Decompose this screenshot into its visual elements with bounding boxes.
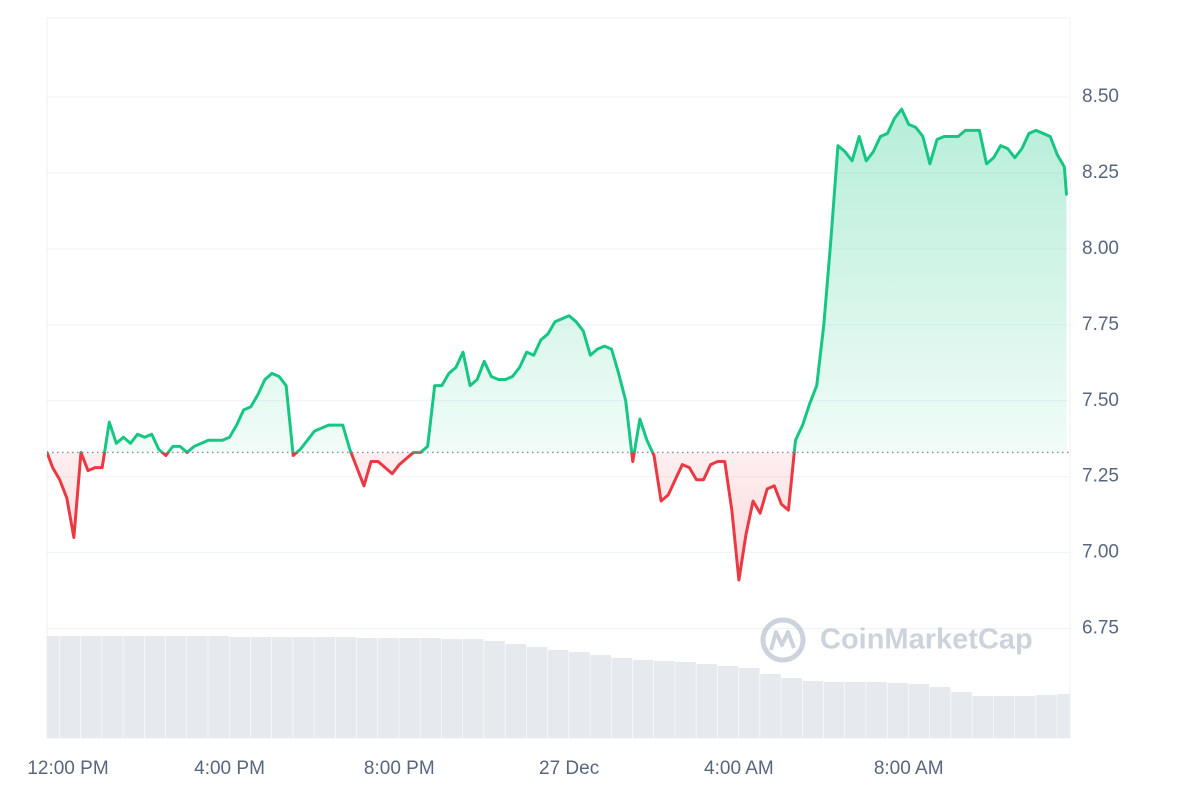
volume-bar xyxy=(462,639,484,738)
volume-bar xyxy=(505,644,527,738)
volume-bar xyxy=(611,658,633,738)
plot-layer xyxy=(47,107,1070,582)
volume-layer xyxy=(47,636,1070,738)
volume-bar xyxy=(123,636,145,738)
watermark-text: CoinMarketCap xyxy=(820,624,1033,656)
x-tick-label: 12:00 PM xyxy=(27,758,108,779)
volume-bar xyxy=(569,652,590,738)
watermark-logo xyxy=(760,617,806,663)
volume-bar xyxy=(1036,695,1057,738)
y-tick-label: 7.50 xyxy=(1082,390,1119,411)
volume-bar xyxy=(208,636,229,738)
volume-bar xyxy=(484,641,505,738)
volume-bar xyxy=(590,655,611,738)
price-line xyxy=(47,107,1068,582)
volume-bar xyxy=(802,681,824,738)
volume-bar xyxy=(717,666,739,738)
volume-bar xyxy=(887,683,909,738)
volume-bar xyxy=(1057,694,1070,738)
volume-bar xyxy=(187,636,208,738)
volume-bar xyxy=(293,637,314,738)
volume-bar xyxy=(760,674,781,738)
x-tick-label: 4:00 AM xyxy=(704,758,774,779)
volume-bar xyxy=(314,637,336,738)
volume-bar xyxy=(144,636,166,738)
volume-bar xyxy=(356,638,378,738)
volume-bar xyxy=(378,638,399,738)
volume-bar xyxy=(47,636,60,738)
volume-bar xyxy=(908,684,930,738)
y-tick-label: 7.00 xyxy=(1082,542,1119,563)
volume-bar xyxy=(441,639,463,738)
volume-bar xyxy=(929,687,951,738)
y-tick-label: 6.75 xyxy=(1082,618,1119,639)
x-tick-label: 8:00 AM xyxy=(874,758,944,779)
x-tick-label: 27 Dec xyxy=(539,758,599,779)
x-tick-label: 4:00 PM xyxy=(194,758,265,779)
watermark-logo-mark xyxy=(769,630,796,651)
volume-bar xyxy=(271,637,293,738)
volume-bar xyxy=(845,682,866,738)
y-tick-label: 8.50 xyxy=(1082,86,1119,107)
volume-bar xyxy=(250,637,272,738)
volume-bar xyxy=(781,678,802,738)
x-tick-label: 8:00 PM xyxy=(364,758,435,779)
volume-bar xyxy=(823,682,845,738)
volume-bar xyxy=(654,661,675,738)
volume-bar xyxy=(993,696,1015,738)
y-tick-label: 8.25 xyxy=(1082,162,1119,183)
volume-bar xyxy=(59,636,81,738)
volume-bar xyxy=(675,662,696,738)
volume-bar xyxy=(951,692,972,738)
volume-bar xyxy=(420,638,442,738)
label-layer: 6.75 7.00 7.25 7.50 7.75 8.00 8.25 8.50 12:00 PM… xyxy=(27,86,1119,779)
y-tick-label: 7.25 xyxy=(1082,466,1119,487)
volume-bar xyxy=(738,668,760,738)
volume-bar xyxy=(972,696,993,738)
volume-bar xyxy=(80,636,102,738)
volume-bar xyxy=(229,637,251,738)
volume-bar xyxy=(165,636,187,738)
volume-bar xyxy=(102,636,123,738)
price-area xyxy=(47,109,1067,581)
y-tick-label: 7.75 xyxy=(1082,314,1119,335)
watermark: CoinMarketCap xyxy=(760,617,1033,663)
volume-bar xyxy=(335,637,357,738)
volume-bar xyxy=(1014,696,1036,738)
volume-bar xyxy=(866,682,887,738)
volume-bar xyxy=(526,647,548,738)
volume-bar xyxy=(399,638,420,738)
volume-bar xyxy=(632,660,654,738)
y-tick-label: 8.00 xyxy=(1082,238,1119,259)
volume-bar xyxy=(696,664,718,738)
volume-bar xyxy=(547,650,569,738)
